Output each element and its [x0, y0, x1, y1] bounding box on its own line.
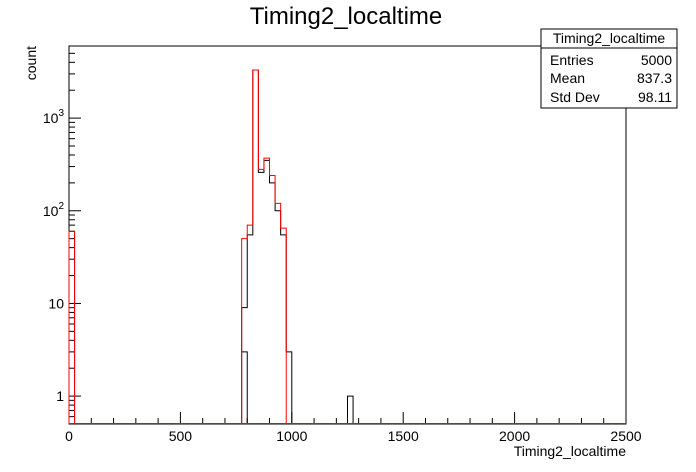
histogram-series-0	[68, 69, 354, 425]
y-tick-label: 103	[43, 108, 65, 126]
stats-box-title: Timing2_localtime	[553, 30, 666, 46]
stats-label-entries: Entries	[550, 52, 594, 68]
x-tick-label: 1000	[276, 428, 307, 444]
histogram-series	[68, 69, 626, 425]
x-tick-label: 1500	[388, 428, 419, 444]
stats-value-entries: 5000	[641, 52, 672, 68]
y-axis: 1 10 102 103	[43, 45, 81, 425]
y-axis-title: count	[23, 46, 39, 80]
x-tick-label: 0	[65, 428, 73, 444]
stats-label-stddev: Std Dev	[550, 89, 600, 105]
chart-title: Timing2_localtime	[250, 3, 443, 30]
y-tick-label: 10	[48, 295, 64, 311]
y-tick-label: 1	[56, 388, 64, 404]
stats-value-stddev: 98.11	[638, 89, 672, 105]
stats-value-mean: 837.3	[637, 70, 672, 86]
x-tick-label: 500	[169, 428, 193, 444]
x-tick-label: 2500	[610, 428, 641, 444]
histogram-series-1	[68, 69, 287, 424]
stats-box-frame	[540, 28, 678, 109]
x-tick-label: 2000	[499, 428, 530, 444]
x-axis-title: Timing2_localtime	[514, 443, 627, 459]
y-tick-label: 102	[43, 201, 65, 219]
stats-label-mean: Mean	[550, 70, 585, 86]
stats-box: Timing2_localtime Entries 5000 Mean 837.…	[540, 28, 678, 109]
